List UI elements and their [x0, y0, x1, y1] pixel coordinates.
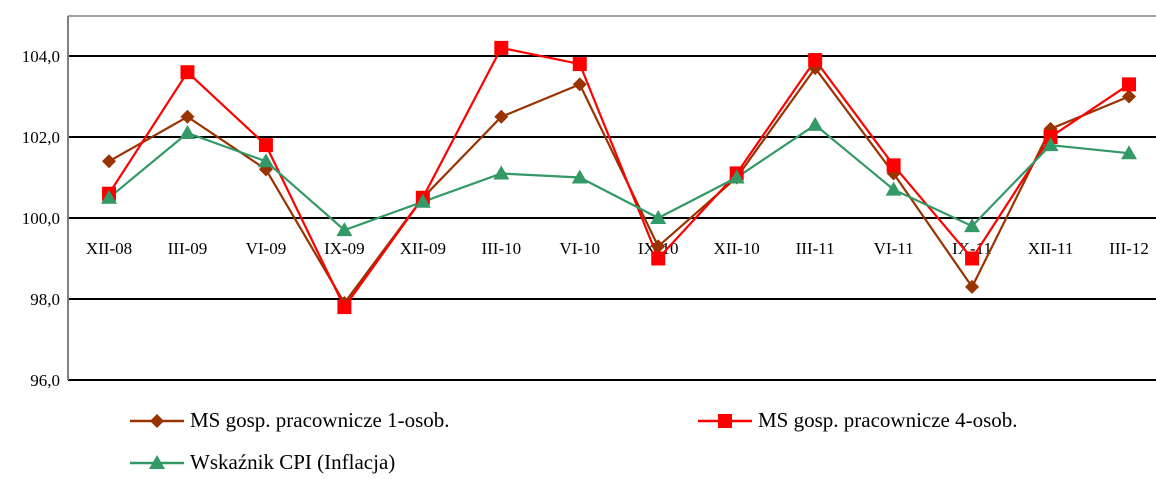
data-point-series-1	[651, 239, 666, 254]
data-point-series-3	[885, 181, 902, 196]
x-category-label: III-09	[168, 239, 208, 258]
series-lines	[108, 46, 1130, 310]
data-point-series-3	[964, 218, 981, 233]
data-point-series-3	[414, 193, 431, 208]
x-category-label: III-10	[481, 239, 521, 258]
legend-item-series-3: Wskaźnik CPI (Inflacja)	[128, 450, 395, 475]
series-line-3	[108, 123, 1130, 232]
series-markers	[101, 40, 1137, 315]
data-point-series-2	[965, 251, 980, 266]
legend-swatch-square	[698, 413, 752, 428]
legend-swatch-triangle	[130, 454, 184, 469]
data-point-series-3	[336, 222, 353, 237]
data-point-series-2	[1122, 77, 1136, 92]
legend: MS gosp. pracownicze 1-osob. MS gosp. pr…	[0, 398, 1156, 478]
x-category-label: VI-10	[559, 239, 600, 258]
data-point-series-3	[807, 116, 824, 131]
series-line-1	[108, 66, 1130, 305]
data-point-series-1	[572, 77, 587, 92]
legend-item-series-2: MS gosp. pracownicze 4-osob.	[696, 408, 1018, 433]
x-category-labels: XII-08 III-09 VI-09 IX-09 XII-09 III-10 VI-10 I…	[86, 239, 1149, 258]
data-point-series-3	[1042, 137, 1059, 152]
data-point-series-3	[179, 124, 196, 139]
x-category-label: III-11	[796, 239, 835, 258]
data-point-series-3	[650, 210, 667, 224]
data-point-series-1	[102, 154, 116, 169]
x-category-label: XII-11	[1028, 239, 1074, 258]
data-point-series-1	[180, 109, 195, 124]
data-point-series-3	[257, 153, 274, 168]
legend-label-series-3: Wskaźnik CPI (Inflacja)	[190, 450, 396, 474]
x-category-label: XII-08	[86, 239, 132, 258]
data-point-series-2	[1043, 130, 1058, 144]
data-point-series-2	[494, 40, 509, 55]
data-point-series-2	[258, 138, 273, 153]
data-point-series-2	[180, 65, 195, 80]
y-tick-label: 98,0	[30, 290, 60, 309]
data-point-series-3	[1121, 145, 1137, 160]
gridlines	[68, 55, 1156, 381]
x-category-label: III-12	[1109, 239, 1149, 258]
data-point-series-2	[337, 300, 352, 315]
data-point-series-2	[886, 158, 901, 173]
y-tick-label: 104,0	[22, 47, 60, 66]
x-category-label: IX-09	[324, 239, 365, 258]
legend-swatch-diamond	[130, 413, 184, 428]
data-point-series-1	[965, 279, 980, 294]
x-category-label: VI-09	[246, 239, 287, 258]
data-point-series-3	[571, 169, 588, 184]
data-point-series-1	[1122, 89, 1136, 104]
y-tick-labels: 96,0 98,0 100,0 102,0 104,0	[22, 47, 60, 390]
plot-area	[68, 16, 1156, 380]
data-point-series-1	[494, 109, 509, 124]
x-category-label: XII-10	[714, 239, 760, 258]
data-point-series-2	[808, 53, 823, 68]
x-category-label: XII-09	[400, 239, 446, 258]
y-tick-label: 96,0	[30, 371, 60, 390]
legend-label-series-1: MS gosp. pracownicze 1-osob.	[190, 408, 450, 432]
data-point-series-3	[101, 189, 117, 204]
line-chart: 96,0 98,0 100,0 102,0 104,0 XII-08 III-09 VI-0…	[22, 15, 1156, 390]
data-point-series-2	[651, 251, 666, 266]
data-point-series-3	[493, 165, 510, 180]
data-point-series-3	[728, 169, 745, 184]
data-point-series-2	[572, 57, 587, 72]
legend-label-series-2: MS gosp. pracownicze 4-osob.	[758, 408, 1018, 432]
y-tick-label: 102,0	[22, 128, 60, 147]
legend-item-series-1: MS gosp. pracownicze 1-osob.	[128, 408, 450, 433]
x-category-label: VI-11	[874, 239, 914, 258]
y-tick-label: 100,0	[22, 209, 60, 228]
